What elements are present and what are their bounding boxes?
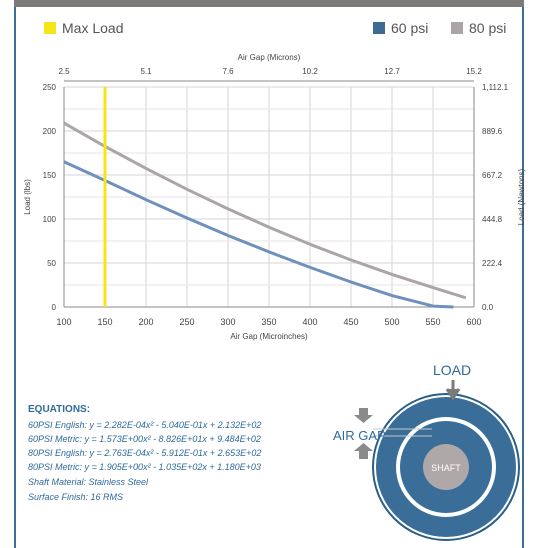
series-line-80-psi xyxy=(63,121,467,300)
top-tick-label: 7.6 xyxy=(222,67,234,76)
right-tick-label: 889.6 xyxy=(482,127,503,136)
x-tick-label: 550 xyxy=(425,317,440,327)
air-gap-label: AIR GAP xyxy=(333,428,386,443)
y-tick-label: 50 xyxy=(47,259,56,268)
x-tick-label: 200 xyxy=(138,317,153,327)
equations-title: EQUATIONS: xyxy=(28,404,91,415)
y-tick-label: 250 xyxy=(43,83,57,92)
load-label: LOAD xyxy=(433,362,471,378)
x-tick-label: 300 xyxy=(220,317,235,327)
load-arrow-icon xyxy=(445,380,461,401)
y-axis-title: Load (lbs) xyxy=(23,179,32,215)
equation-line: 60PSI English: y = 2.282E-04x² - 5.040E-… xyxy=(28,420,262,430)
equation-line: 80PSI English: y = 2.763E-04x² - 5.912E-… xyxy=(28,448,262,458)
x-tick-label: 150 xyxy=(97,317,112,327)
right-tick-label: 1,112.1 xyxy=(482,83,509,92)
legend-60psi-swatch xyxy=(373,22,385,34)
top-tick-label: 2.5 xyxy=(58,67,70,76)
y-tick-label: 150 xyxy=(43,171,57,180)
x-axis-title: Air Gap (Microinches) xyxy=(230,332,308,341)
y-tick-label: 0 xyxy=(52,303,57,312)
y-tick-label: 200 xyxy=(43,127,57,136)
equation-line: 60PSI Metric: y = 1.573E+00x² - 8.826E+0… xyxy=(28,434,261,444)
x-tick-label: 450 xyxy=(343,317,358,327)
legend-80psi: 80 psi xyxy=(451,20,506,36)
shaft xyxy=(423,444,469,490)
x-tick-label: 500 xyxy=(384,317,399,327)
x-tick-label: 400 xyxy=(302,317,317,327)
equation-line: Shaft Material: Stainless Steel xyxy=(28,477,149,487)
legend-60psi-label: 60 psi xyxy=(391,20,429,36)
shaft-label: SHAFT xyxy=(431,463,461,473)
top-axis-title: Air Gap (Microns) xyxy=(238,53,301,62)
x-tick-label: 600 xyxy=(466,317,481,327)
panel-top-bar xyxy=(14,0,524,7)
arrow-up-icon xyxy=(354,443,373,459)
right-tick-label: 0.0 xyxy=(482,303,494,312)
right-tick-label: 444.8 xyxy=(482,215,503,224)
series-line-60-psi xyxy=(63,160,454,309)
right-tick-label: 222.4 xyxy=(482,259,503,268)
arrow-down-icon xyxy=(354,408,373,423)
grid xyxy=(63,86,475,308)
y-tick-label: 100 xyxy=(43,215,57,224)
panel-frame xyxy=(14,0,524,548)
right-tick-label: 667.2 xyxy=(482,171,503,180)
right-axis-title: Load (Newtons) xyxy=(517,168,526,225)
legend-max-load: Max Load xyxy=(44,20,123,36)
top-tick-label: 15.2 xyxy=(466,67,482,76)
equation-line: Surface Finish: 16 RMS xyxy=(28,492,124,502)
bearing-diagram: LOAD AIR GAP SHAFT xyxy=(333,362,520,541)
top-tick-label: 12.7 xyxy=(384,67,400,76)
top-tick-label: 5.1 xyxy=(140,67,152,76)
series-group xyxy=(63,87,467,309)
x-tick-label: 250 xyxy=(179,317,194,327)
x-tick-label: 100 xyxy=(56,317,71,327)
top-tick-label: 10.2 xyxy=(302,67,318,76)
legend-max-load-label: Max Load xyxy=(62,20,124,36)
equation-line: 80PSI Metric: y = 1.905E+00x² - 1.035E+0… xyxy=(28,462,261,472)
x-tick-label: 350 xyxy=(261,317,276,327)
legend-80psi-swatch xyxy=(451,22,463,34)
legend-max-load-swatch xyxy=(44,22,56,34)
legend-60psi: 60 psi xyxy=(373,20,428,36)
legend-80psi-label: 80 psi xyxy=(469,20,507,36)
